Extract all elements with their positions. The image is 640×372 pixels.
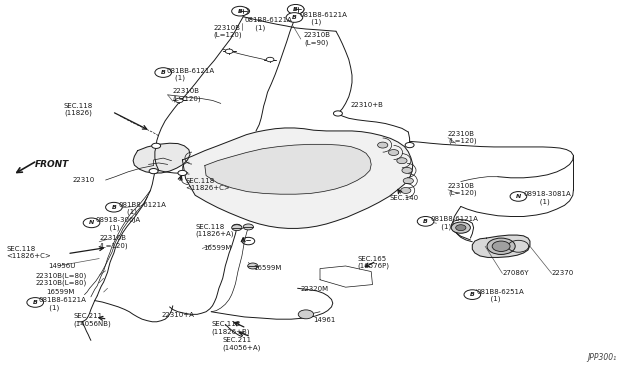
Text: 16599M: 16599M	[253, 265, 281, 271]
Text: B: B	[33, 300, 38, 305]
Circle shape	[106, 202, 122, 212]
Circle shape	[464, 290, 481, 299]
Circle shape	[225, 49, 233, 54]
Polygon shape	[205, 144, 371, 194]
Circle shape	[417, 217, 434, 226]
Text: 22310: 22310	[72, 177, 95, 183]
Circle shape	[298, 310, 314, 319]
Circle shape	[27, 298, 44, 307]
Text: 16599M: 16599M	[204, 246, 232, 251]
Text: SEC.211
(14056+A): SEC.211 (14056+A)	[223, 337, 261, 351]
Text: 22310B
(L=120): 22310B (L=120)	[448, 131, 477, 144]
Text: B: B	[161, 70, 166, 75]
Circle shape	[232, 6, 248, 16]
Text: 22310B
(L=120): 22310B (L=120)	[213, 25, 241, 38]
Text: 22310B
(L=120): 22310B (L=120)	[173, 88, 202, 102]
Text: 081B8-6121A
    (1): 081B8-6121A (1)	[118, 202, 166, 215]
Circle shape	[405, 142, 414, 148]
Circle shape	[456, 225, 466, 231]
Text: 14961: 14961	[314, 317, 336, 323]
Circle shape	[451, 222, 470, 233]
Polygon shape	[472, 235, 530, 257]
Text: 27086Y: 27086Y	[502, 270, 529, 276]
Circle shape	[248, 263, 258, 269]
Text: 08918-306JA
      (1): 08918-306JA (1)	[96, 217, 141, 231]
Text: FRONT: FRONT	[35, 160, 70, 169]
Text: 22310B(L=80): 22310B(L=80)	[35, 279, 86, 286]
Text: 081BB-6121A
    (1): 081BB-6121A (1)	[166, 68, 214, 81]
Circle shape	[149, 169, 158, 174]
Text: 22370: 22370	[552, 270, 574, 276]
Text: 22310+B: 22310+B	[351, 102, 383, 108]
Circle shape	[178, 170, 187, 176]
Text: SEC.140: SEC.140	[389, 195, 419, 201]
Circle shape	[243, 224, 253, 230]
Text: SEC.165
(16576P): SEC.165 (16576P)	[357, 256, 389, 269]
Text: SEC.118
(11826+B): SEC.118 (11826+B)	[211, 321, 250, 335]
Text: 22310+A: 22310+A	[161, 312, 194, 318]
Circle shape	[510, 192, 527, 201]
Text: 16599M: 16599M	[46, 289, 74, 295]
Circle shape	[83, 218, 100, 228]
Circle shape	[487, 238, 515, 254]
Text: B: B	[111, 205, 116, 210]
Circle shape	[152, 143, 161, 148]
Text: 08918-3081A
       (1): 08918-3081A (1)	[524, 191, 572, 205]
Circle shape	[397, 158, 407, 164]
Text: 22320M: 22320M	[301, 286, 329, 292]
Circle shape	[175, 98, 183, 103]
Polygon shape	[182, 128, 413, 228]
Circle shape	[287, 4, 304, 14]
Text: N: N	[516, 194, 521, 199]
Circle shape	[333, 111, 342, 116]
Circle shape	[378, 142, 388, 148]
Text: N: N	[89, 220, 94, 225]
Text: SEC.118
<11826+C>: SEC.118 <11826+C>	[6, 247, 51, 259]
Text: B: B	[292, 15, 297, 20]
Circle shape	[492, 241, 510, 251]
Text: 22310B
(L=120): 22310B (L=120)	[448, 183, 477, 196]
Circle shape	[402, 167, 412, 173]
Text: 22310B
(L=90): 22310B (L=90)	[304, 32, 331, 46]
Text: SEC.118
(11826): SEC.118 (11826)	[64, 103, 93, 116]
Text: 081B8-6121A
     (1): 081B8-6121A (1)	[300, 12, 348, 25]
Text: 14956U: 14956U	[48, 263, 76, 269]
Text: 081B8-6121A
     (1): 081B8-6121A (1)	[430, 217, 478, 230]
Text: 22310B(L=80): 22310B(L=80)	[35, 272, 86, 279]
Polygon shape	[133, 143, 190, 173]
Text: 081B8-6251A
      (1): 081B8-6251A (1)	[477, 289, 525, 302]
Circle shape	[155, 68, 172, 77]
Circle shape	[286, 13, 303, 22]
Text: B: B	[470, 292, 475, 297]
Text: JPP300₁: JPP300₁	[588, 353, 617, 362]
Text: 22310B
(L=120): 22310B (L=120)	[99, 235, 128, 248]
Text: SEC.211
(14056NB): SEC.211 (14056NB)	[74, 313, 111, 327]
Text: B: B	[293, 7, 298, 12]
Text: SEC.118
<11826+C>: SEC.118 <11826+C>	[186, 178, 230, 190]
Circle shape	[232, 225, 242, 231]
Circle shape	[232, 224, 241, 230]
Text: SEC.118
(11826+A): SEC.118 (11826+A)	[195, 224, 234, 237]
Circle shape	[401, 187, 411, 193]
Text: 081B8-6121A
     (1): 081B8-6121A (1)	[38, 297, 86, 311]
Circle shape	[403, 178, 413, 184]
Circle shape	[388, 150, 399, 155]
Text: 081B8-6121A
     (1): 081B8-6121A (1)	[244, 17, 292, 31]
Text: B: B	[237, 9, 243, 14]
Text: B: B	[423, 219, 428, 224]
Circle shape	[266, 57, 274, 62]
